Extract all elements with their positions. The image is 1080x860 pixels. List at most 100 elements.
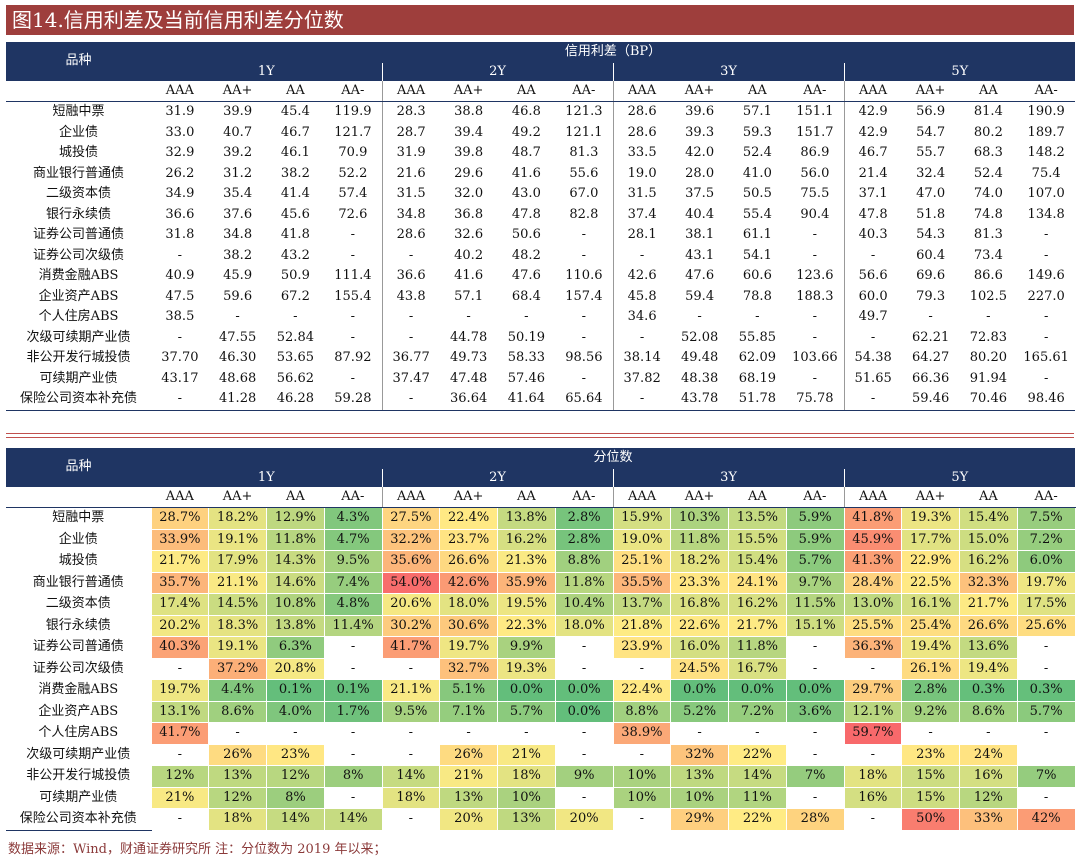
- value-cell: 188.3: [796, 288, 834, 304]
- value-cell: -: [554, 636, 614, 659]
- value-cell: -: [728, 722, 787, 745]
- value-cell: 11.8%: [670, 528, 729, 551]
- value-cell: -: [581, 329, 587, 345]
- value-cell: 98.46: [1017, 389, 1076, 411]
- value-cell: 36.3%: [843, 636, 903, 659]
- value-cell: 75.5: [800, 186, 830, 201]
- value-cell: 26.6%: [439, 550, 498, 573]
- rating-header: AA: [959, 80, 1018, 102]
- value-cell: -: [812, 370, 818, 386]
- value-cell: -: [350, 309, 356, 324]
- value-cell: 41.6: [454, 268, 484, 283]
- value-cell: 39.8: [454, 145, 484, 160]
- value-cell: 37.2%: [208, 657, 267, 680]
- value-cell: 22%: [728, 743, 787, 766]
- value-cell: 43.1: [685, 247, 715, 263]
- value-cell: 79.3: [916, 288, 946, 304]
- value-cell: 57.46: [507, 370, 545, 386]
- value-cell: 33.0: [165, 124, 195, 140]
- table-row: 次级可续期产业债 -47.55 52.84- -44.78 50.19- -52.08 55…: [6, 327, 1075, 348]
- value-cell: 67.0: [569, 186, 599, 201]
- row-label: 银行永续债: [45, 206, 111, 222]
- value-cell: 26%: [208, 743, 267, 766]
- value-cell: -: [350, 227, 356, 242]
- value-cell: -: [785, 657, 845, 680]
- value-cell: 21%: [150, 786, 210, 809]
- value-cell: -: [1043, 370, 1049, 386]
- value-cell: -: [150, 657, 210, 680]
- value-cell: -: [323, 657, 383, 680]
- value-cell: 10%: [670, 786, 729, 809]
- value-cell: -: [177, 247, 183, 263]
- value-cell: 42.9: [843, 122, 902, 143]
- value-cell: 121.7: [334, 124, 372, 140]
- value-cell: 4.8%: [323, 593, 383, 616]
- value-cell: -: [843, 389, 902, 411]
- row-label: 次级可续期产业债: [26, 746, 131, 762]
- value-cell: 19.5%: [497, 593, 556, 616]
- value-cell: 9.5%: [381, 700, 441, 723]
- value-cell: -: [381, 327, 440, 348]
- row-label: 商业银行普通债: [32, 165, 124, 181]
- value-cell: 22%: [728, 808, 787, 831]
- value-cell: -: [612, 327, 671, 348]
- value-cell: 31.9: [165, 104, 195, 119]
- value-cell: 40.3: [843, 225, 902, 246]
- value-cell: 70.46: [959, 389, 1018, 411]
- value-cell: 45.4: [280, 104, 310, 119]
- value-cell: 45.9%: [843, 528, 903, 551]
- value-cell: 50.19: [507, 329, 545, 345]
- rating-header: AA+: [439, 80, 498, 102]
- value-cell: -: [843, 743, 903, 766]
- value-cell: 9.7%: [785, 571, 845, 594]
- value-cell: 26.2: [165, 165, 195, 181]
- value-cell: 6.3%: [266, 636, 325, 659]
- value-cell: 48.2: [511, 247, 541, 263]
- value-cell: 12%: [266, 765, 325, 788]
- value-cell: 19.7%: [1016, 571, 1076, 594]
- rating-header: AA+: [439, 486, 498, 508]
- value-cell: 32.3%: [959, 571, 1018, 594]
- row-label: 可续期产业债: [39, 370, 118, 386]
- table-row: 证券公司次级债 -37.2% 20.8% - -32.7% 19.3% - -24.5% 16.…: [6, 657, 1076, 680]
- value-cell: 39.4: [454, 124, 484, 140]
- value-cell: 7.4%: [323, 571, 383, 594]
- value-cell: 49.7: [843, 307, 902, 328]
- value-cell: 16%: [843, 786, 903, 809]
- value-cell: 29.6: [454, 165, 484, 181]
- row-label: 证券公司普通债: [32, 227, 124, 242]
- value-cell: 12%: [959, 786, 1018, 809]
- value-cell: 28.0: [685, 165, 715, 181]
- value-cell: 81.4: [973, 104, 1003, 119]
- value-cell: 16.2%: [728, 593, 787, 616]
- value-cell: 23.7%: [439, 528, 498, 551]
- value-cell: 149.6: [1027, 268, 1065, 283]
- value-cell: 35.7%: [150, 571, 210, 594]
- table-row: 商业银行普通债 26.2 31.2 38.2 52.2 21.6 29.6 41.6 55.6 1…: [6, 163, 1075, 184]
- value-cell: 59.28: [324, 389, 382, 411]
- value-cell: 37.47: [381, 368, 440, 389]
- value-cell: 22.4%: [612, 679, 672, 702]
- value-cell: 7.1%: [439, 700, 498, 723]
- value-cell: 19.0: [612, 163, 671, 184]
- table-row: 银行永续债 36.6 37.6 45.6 72.6 34.8 36.8 47.8 82.8 37.…: [6, 204, 1075, 225]
- row-label: 短融中票: [52, 104, 105, 119]
- value-cell: -: [959, 722, 1018, 745]
- rating-header: AA-: [324, 486, 382, 508]
- value-cell: 18%: [381, 786, 441, 809]
- value-cell: 80.20: [969, 350, 1007, 365]
- value-cell: 148.2: [1027, 145, 1065, 160]
- value-cell: 46.8: [511, 104, 541, 119]
- value-cell: 36.8: [454, 206, 484, 222]
- value-cell: 75.78: [786, 389, 844, 411]
- value-cell: 21.3%: [497, 550, 556, 573]
- value-cell: 12%: [150, 765, 210, 788]
- value-cell: 7.2%: [1016, 528, 1076, 551]
- kind-header: 品种: [6, 42, 151, 81]
- value-cell: 74.0: [973, 186, 1003, 201]
- value-cell: 15.1%: [785, 614, 845, 637]
- rating-header: AAA: [381, 80, 440, 102]
- value-cell: 36.64: [439, 389, 498, 411]
- value-cell: 32.0: [454, 186, 484, 201]
- value-cell: -: [554, 743, 614, 766]
